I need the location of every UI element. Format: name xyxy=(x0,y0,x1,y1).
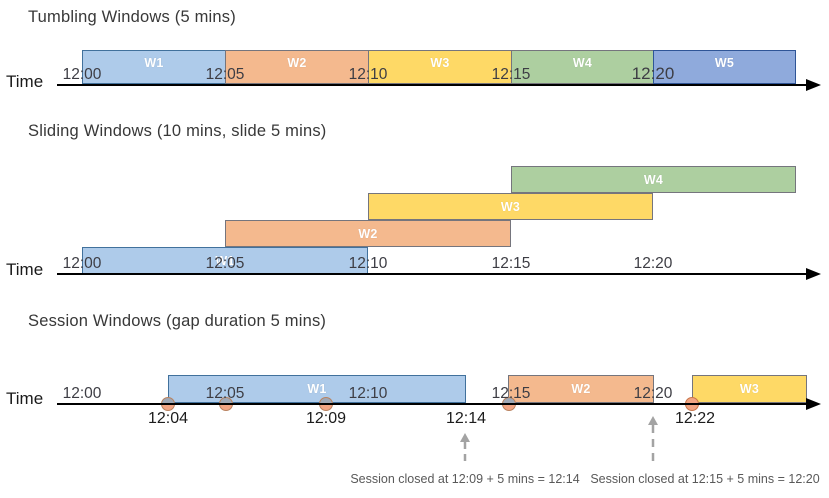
sliding-section-title: Sliding Windows (10 mins, slide 5 mins) xyxy=(28,122,327,140)
tumbling-tick-1215: 12:15 xyxy=(491,66,531,83)
tumbling-section-title: Tumbling Windows (5 mins) xyxy=(28,8,236,26)
sliding-window-w2: W2 xyxy=(225,220,511,247)
sliding-w1-label: W1 xyxy=(215,253,235,268)
session-tick-1215: 12:15 xyxy=(491,385,531,402)
session-close-arrow-1220 xyxy=(648,416,658,465)
tumbling-window-w2: W2 xyxy=(225,50,369,84)
sliding-time-label: Time xyxy=(6,260,44,279)
session-section-title: Session Windows (gap duration 5 mins) xyxy=(28,312,327,330)
session-time-label: Time xyxy=(6,389,44,408)
sliding-time-axis xyxy=(57,273,808,276)
tumbling-w3-label: W3 xyxy=(430,56,450,70)
session-axis-arrowhead xyxy=(806,398,821,410)
session-window-w2: W2 xyxy=(508,375,654,403)
session-window-w1: W1 xyxy=(168,375,466,403)
session-w1-label: W1 xyxy=(307,382,327,396)
event-label-1222: 12:22 xyxy=(674,410,716,427)
tumbling-window-w5: W5 xyxy=(653,50,796,84)
session-w2-label: W2 xyxy=(571,382,591,396)
tumbling-axis-arrowhead xyxy=(806,79,821,91)
sliding-w3-label: W3 xyxy=(500,199,521,214)
session-w3-label: W3 xyxy=(739,382,760,396)
tumbling-tick-1200: 12:00 xyxy=(62,66,102,83)
sliding-tick-1215: 12:15 xyxy=(491,255,531,272)
tumbling-tick-1210: 12:10 xyxy=(348,66,388,83)
session-tick-1200: 12:00 xyxy=(62,385,102,402)
tumbling-window-w3: W3 xyxy=(368,50,512,84)
sliding-tick-1205: 12:05 xyxy=(205,255,245,272)
sliding-tick-1210: 12:10 xyxy=(348,255,388,272)
session-tick-1210: 12:10 xyxy=(348,385,388,402)
tumbling-tick-1220: 12:20 xyxy=(631,64,675,83)
tumbling-tick-1205: 12:05 xyxy=(205,66,245,83)
sliding-tick-1220: 12:20 xyxy=(633,255,673,272)
tumbling-window-w1: W1 xyxy=(82,50,226,84)
session-time-axis xyxy=(57,403,808,406)
tumbling-w5-label: W5 xyxy=(714,56,735,70)
session-tick-1205: 12:05 xyxy=(205,385,245,402)
tumbling-w1-label: W1 xyxy=(144,56,164,70)
sliding-w2-label: W2 xyxy=(358,226,378,241)
sliding-axis-arrowhead xyxy=(806,268,821,280)
event-label-1209: 12:09 xyxy=(305,410,347,427)
session-window-w3: W3 xyxy=(692,375,807,403)
tumbling-w2-label: W2 xyxy=(287,56,307,70)
sliding-w4-label: W4 xyxy=(643,172,664,187)
session-tick-1220: 12:20 xyxy=(633,385,673,402)
session-close-note-1: Session closed at 12:09 + 5 mins = 12:14 xyxy=(350,472,580,486)
tumbling-window-w4: W4 xyxy=(511,50,654,84)
session-close-note-2: Session closed at 12:15 + 5 mins = 12:20 xyxy=(590,472,820,486)
session-close-arrow-1214 xyxy=(460,433,470,465)
sliding-window-w4: W4 xyxy=(511,166,796,193)
tumbling-time-label: Time xyxy=(6,72,44,91)
tumbling-time-axis xyxy=(57,84,808,87)
event-label-1204: 12:04 xyxy=(147,410,189,427)
tumbling-w4-label: W4 xyxy=(572,56,593,70)
sliding-tick-1200: 12:00 xyxy=(62,255,102,272)
sliding-window-w3: W3 xyxy=(368,193,653,220)
close-label-1214: 12:14 xyxy=(445,410,487,427)
